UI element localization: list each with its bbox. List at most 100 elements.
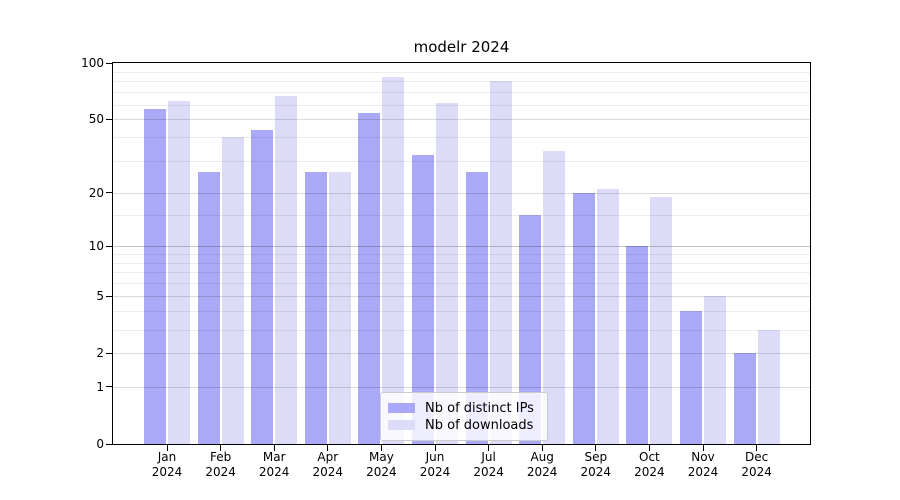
- x-tick-label: Sep 2024: [566, 450, 626, 480]
- x-tick-month: Apr: [317, 450, 339, 464]
- bar-distinct-ips: [626, 246, 649, 444]
- gridline-minor: [113, 81, 810, 83]
- x-tick-label: Feb 2024: [191, 450, 251, 480]
- gridline-minor: [113, 137, 810, 139]
- x-tick-month: Oct: [639, 450, 660, 464]
- bar-distinct-ips: [197, 171, 220, 444]
- x-tick-mark: [541, 445, 543, 451]
- y-tick-mark: [106, 352, 112, 354]
- bar-downloads: [436, 103, 458, 444]
- y-tick-mark: [106, 118, 112, 120]
- bar-downloads: [382, 77, 405, 444]
- x-tick-year: 2024: [419, 465, 451, 479]
- bar-distinct-ips: [465, 171, 488, 444]
- y-tick-mark: [106, 192, 112, 194]
- bar-downloads: [596, 188, 619, 444]
- x-tick-label: May 2024: [351, 450, 411, 480]
- x-tick-mark: [380, 445, 382, 451]
- gridline-minor: [113, 262, 810, 264]
- bar-distinct-ips: [680, 311, 702, 444]
- bar-distinct-ips: [144, 108, 166, 444]
- y-tick-label: 0: [96, 437, 104, 451]
- x-tick-label: Jan 2024: [137, 450, 197, 480]
- gridline-minor: [113, 71, 810, 73]
- x-tick-mark: [756, 445, 758, 451]
- x-tick-month: Feb: [209, 450, 232, 464]
- gridline-minor: [113, 160, 810, 162]
- x-tick-mark: [702, 445, 704, 451]
- x-tick-month: Nov: [691, 450, 715, 464]
- chart-title: modelr 2024: [413, 38, 510, 56]
- x-tick-label: Jul 2024: [459, 450, 519, 480]
- plot-area: [112, 62, 811, 445]
- x-tick-mark: [648, 445, 650, 451]
- x-tick-month: May: [368, 450, 394, 464]
- x-tick-mark: [273, 445, 275, 451]
- bar-downloads: [650, 196, 673, 444]
- x-tick-month: Jul: [481, 450, 496, 464]
- gridline-minor: [113, 283, 810, 285]
- bar-distinct-ips: [572, 192, 595, 444]
- bar-distinct-ips: [519, 215, 542, 444]
- y-tick-mark: [106, 386, 112, 388]
- x-tick-label: Nov 2024: [673, 450, 733, 480]
- x-tick-mark: [595, 445, 597, 451]
- gridline-major: [113, 246, 810, 247]
- x-tick-month: Jan: [157, 450, 177, 464]
- gridline-major: [113, 386, 810, 388]
- y-tick-label: 100: [81, 56, 104, 70]
- bar-downloads: [543, 150, 566, 444]
- x-tick-year: 2024: [258, 465, 290, 479]
- legend-label: Nb of distinct IPs: [425, 400, 534, 416]
- x-tick-label: Dec 2024: [727, 450, 787, 480]
- y-tick-label: 1: [96, 379, 104, 394]
- x-tick-month: Jun: [425, 450, 445, 464]
- x-tick-mark: [434, 445, 436, 451]
- gridline-minor: [113, 329, 810, 331]
- legend-label: Nb of downloads: [425, 417, 534, 433]
- x-tick-year: 2024: [687, 465, 719, 479]
- x-tick-year: 2024: [151, 465, 183, 479]
- x-tick-year: 2024: [205, 465, 236, 479]
- gridline-major: [113, 119, 810, 121]
- x-tick-mark: [220, 445, 222, 451]
- x-tick-month: Aug: [530, 450, 554, 464]
- y-tick-mark: [106, 62, 112, 64]
- x-tick-year: 2024: [473, 465, 504, 479]
- x-tick-mark: [166, 445, 168, 451]
- bar-distinct-ips: [251, 129, 274, 444]
- gridline-minor: [113, 215, 810, 217]
- x-tick-label: Oct 2024: [619, 450, 679, 480]
- bar-downloads: [275, 95, 298, 444]
- x-tick-month: Dec: [744, 450, 769, 464]
- bar-downloads: [704, 296, 726, 444]
- gridline-minor: [113, 104, 810, 106]
- x-tick-label: Aug 2024: [512, 450, 572, 480]
- bar-distinct-ips: [733, 353, 756, 444]
- x-tick-year: 2024: [741, 465, 772, 479]
- legend-item: Nb of distinct IPs: [388, 400, 537, 416]
- bar-downloads: [757, 329, 780, 444]
- gridline-minor: [113, 253, 810, 255]
- x-tick-label: Mar 2024: [244, 450, 304, 480]
- x-tick-year: 2024: [526, 465, 558, 479]
- y-tick-mark: [106, 245, 112, 247]
- bar-downloads: [168, 100, 190, 444]
- x-tick-label: Apr 2024: [298, 450, 358, 480]
- gridline-minor: [113, 272, 810, 274]
- y-tick-mark: [106, 443, 112, 445]
- x-tick-year: 2024: [634, 465, 665, 479]
- bar-downloads: [221, 137, 244, 444]
- x-tick-month: Sep: [584, 450, 608, 464]
- y-tick-label: 10: [88, 239, 104, 254]
- x-tick-mark: [488, 445, 490, 451]
- gridline-minor: [113, 92, 810, 94]
- y-tick-mark: [106, 295, 112, 297]
- bar-downloads: [328, 171, 351, 444]
- y-tick-label: 50: [88, 112, 104, 127]
- legend-swatch-icon: [388, 420, 415, 430]
- legend-swatch-icon: [388, 403, 415, 413]
- gridline-major: [113, 353, 810, 355]
- gridline-major: [113, 296, 810, 298]
- x-tick-mark: [327, 445, 329, 451]
